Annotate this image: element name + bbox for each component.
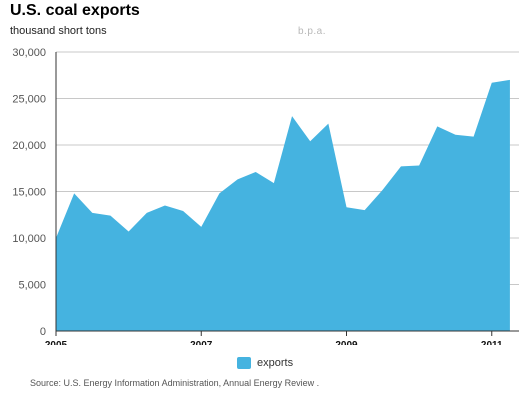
legend-label: exports [257,357,294,369]
legend[interactable]: exports [237,357,293,369]
y-tick-labels: 0 5,000 10,000 15,000 20,000 25,000 30,000 [12,47,46,338]
y-tick-label: 10,000 [12,233,46,245]
chart-plot: 0 5,000 10,000 15,000 20,000 25,000 30,000 200… [12,47,519,345]
x-tick-labels: 2005 2007 2009 2011 [45,331,503,345]
x-tick-label: 2007 [190,340,213,345]
chart-title: U.S. coal exports [10,2,140,19]
source-note: Source: U.S. Energy Information Administ… [30,378,320,388]
legend-swatch [237,357,251,369]
area-series [56,79,510,332]
axes [55,52,519,332]
y-tick-label: 30,000 [12,47,46,59]
y-tick-label: 25,000 [12,94,46,106]
x-tick-label: 2005 [45,340,68,345]
x-tick-label: 2011 [481,340,503,345]
y-tick-label: 5,000 [18,280,46,292]
area-exports [56,79,510,332]
x-tick-label: 2009 [335,340,358,345]
y-tick-label: 0 [40,326,46,338]
y-tick-label: 15,000 [12,187,46,199]
watermark: b.p.a. [298,26,327,37]
y-tick-label: 20,000 [12,140,46,152]
chart-subtitle: thousand short tons [10,25,107,37]
